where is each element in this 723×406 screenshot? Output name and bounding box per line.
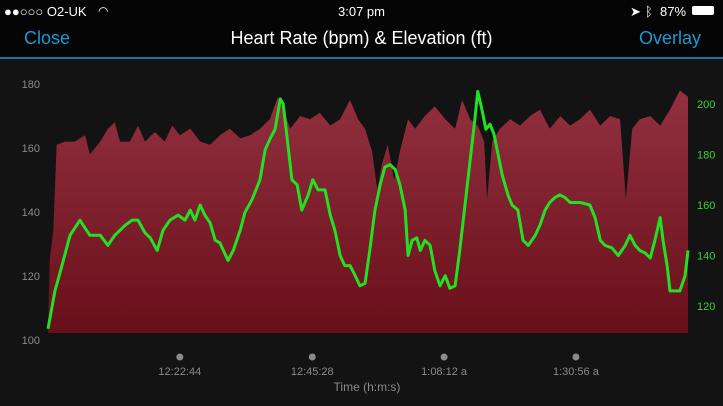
overlay-button[interactable]: Overlay (638, 28, 701, 48)
elevation-area (48, 90, 688, 334)
x-axis-tick: 1:08:12 a (421, 366, 468, 378)
nav-divider (0, 57, 723, 59)
right-axis-tick: 160 (697, 200, 715, 212)
x-tick-marker (440, 353, 448, 361)
page-title: Heart Rate (bpm) & Elevation (ft) (230, 28, 493, 48)
left-axis-tick: 100 (22, 335, 40, 347)
right-axis-tick: 180 (697, 150, 715, 162)
x-axis-label: Time (h:m:s) (334, 380, 401, 394)
heart-rate-line (46, 89, 690, 329)
right-axis-tick: 120 (697, 301, 715, 313)
nav-bar: Close Heart Rate (bpm) & Elevation (ft) … (0, 22, 723, 57)
x-axis-tick: 12:45:28 (291, 366, 334, 378)
x-tick-marker (308, 353, 316, 361)
x-axis-tick: 1:30:56 a (553, 366, 600, 378)
location-icon: ➤ (630, 4, 641, 19)
battery-icon (692, 6, 714, 15)
left-axis-tick: 140 (22, 207, 40, 219)
right-axis-tick: 140 (697, 251, 715, 263)
bluetooth-icon: ᛒ (645, 4, 653, 19)
x-tick-marker (572, 353, 580, 361)
left-axis-tick: 120 (22, 271, 40, 283)
clock: 3:07 pm (338, 4, 385, 19)
right-axis-tick: 200 (697, 99, 715, 111)
x-axis-tick: 12:22:44 (158, 366, 201, 378)
wifi-icon: ◠ (98, 4, 109, 18)
status-bar: ●●○○○ O2-UK ◠ 3:07 pm ➤ ᛒ 87% (0, 0, 723, 22)
close-button[interactable]: Close (24, 28, 71, 48)
battery-percent: 87% (660, 4, 687, 19)
left-axis-tick: 180 (22, 79, 40, 91)
carrier-signal: ●●○○○ O2-UK (4, 4, 87, 19)
left-axis-tick: 160 (22, 143, 40, 155)
x-tick-marker (176, 353, 184, 361)
